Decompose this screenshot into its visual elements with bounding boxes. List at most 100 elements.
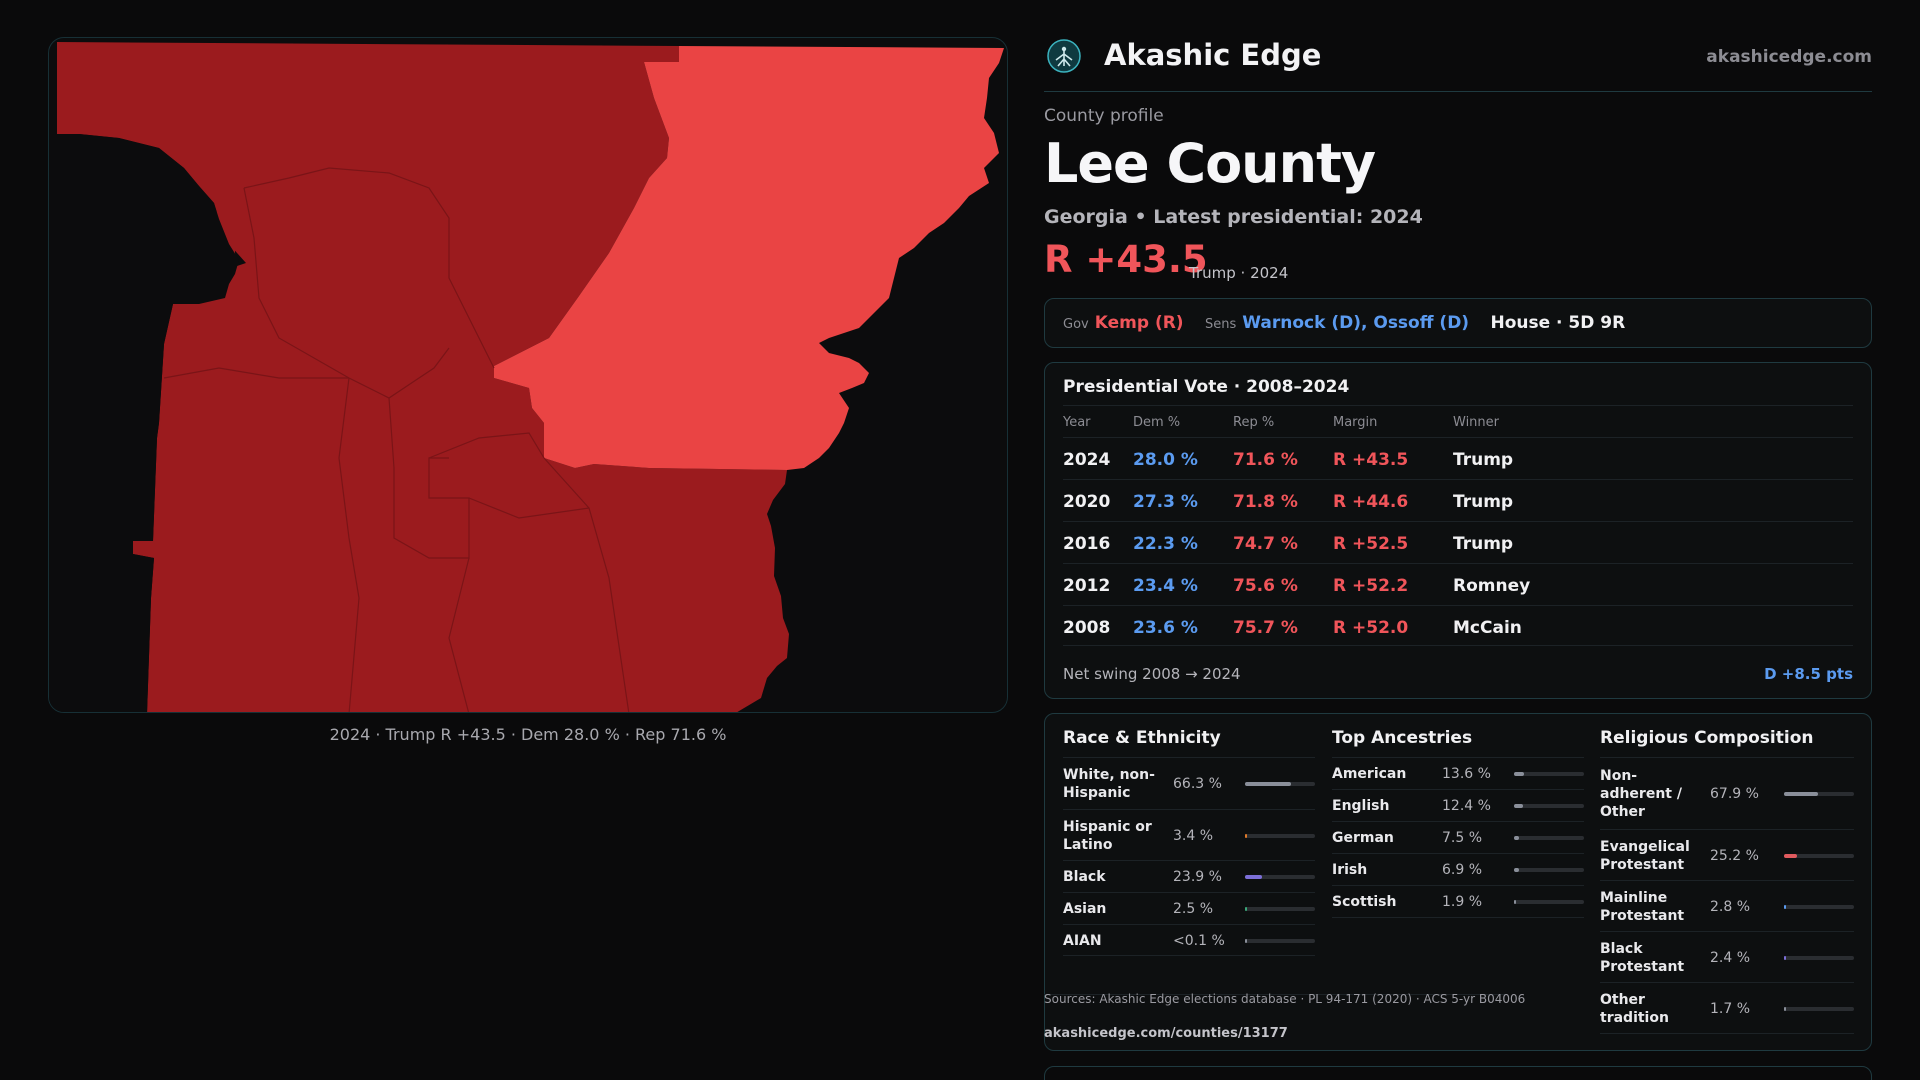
county-permalink[interactable]: akashicedge.com/counties/13177 — [1044, 1026, 1288, 1041]
item-label: Scottish — [1332, 894, 1397, 910]
item-label: Irish — [1332, 862, 1368, 878]
item-label: American — [1332, 766, 1407, 782]
table-row: 2024 28.0 % 71.6 % R +43.5 Trump — [1063, 437, 1853, 479]
percent-bar-fill — [1514, 868, 1519, 872]
map-caption: 2024 · Trump R +43.5 · Dem 28.0 % · Rep … — [329, 725, 727, 744]
item-percent: 1.7 % — [1710, 1000, 1751, 1017]
item-percent: 13.6 % — [1442, 766, 1491, 782]
row-year: 2020 — [1063, 492, 1111, 512]
percent-bar-fill — [1245, 938, 1247, 943]
list-item: Irish 6.9 % — [1332, 854, 1584, 886]
item-percent: 67.9 % — [1710, 786, 1759, 802]
row-year: 2012 — [1063, 576, 1111, 596]
net-swing-label: Net swing 2008 → 2024 — [1063, 665, 1241, 683]
percent-bar — [1245, 782, 1315, 786]
race-ethnicity-list: White, non-Hispanic 66.3 % Hispanic or Lat… — [1063, 758, 1315, 956]
row-winner: Trump — [1453, 534, 1514, 554]
col-dem: Dem % — [1133, 415, 1181, 430]
row-dem: 22.3 % — [1133, 534, 1198, 554]
row-year: 2024 — [1063, 450, 1111, 470]
percent-bar-fill — [1245, 833, 1247, 838]
item-label: Mainline Protestant — [1600, 889, 1685, 924]
percent-bar — [1245, 833, 1315, 838]
item-percent: 2.8 % — [1710, 898, 1751, 915]
percent-bar — [1514, 868, 1584, 872]
map-region-northeast[interactable] — [494, 46, 1004, 470]
item-percent: 2.5 % — [1173, 901, 1214, 917]
percent-bar-fill — [1514, 900, 1516, 904]
percent-bar-fill — [1245, 782, 1291, 786]
religion-column: Religious Composition Non-adherent / Oth… — [1600, 728, 1854, 1034]
percent-bar — [1784, 792, 1854, 796]
row-dem: 28.0 % — [1133, 450, 1198, 470]
page-title: Lee County — [1044, 132, 1376, 195]
list-item: American 13.6 % — [1332, 758, 1584, 790]
row-margin: R +43.5 — [1333, 450, 1409, 470]
table-row: 2020 27.3 % 71.8 % R +44.6 Trump — [1063, 479, 1853, 521]
list-item: German 7.5 % — [1332, 822, 1584, 854]
house-delegation: House · 5D 9R — [1490, 313, 1626, 333]
row-margin: R +52.0 — [1333, 618, 1409, 638]
race-ethnicity-title: Race & Ethnicity — [1063, 728, 1315, 758]
row-margin: R +52.2 — [1333, 576, 1409, 596]
item-label: Non-adherent / Other — [1600, 768, 1682, 820]
map-region-west[interactable] — [57, 42, 789, 713]
list-item: English 12.4 % — [1332, 790, 1584, 822]
item-label: Other tradition — [1600, 991, 1669, 1026]
percent-bar — [1784, 955, 1854, 960]
item-label: Black — [1063, 869, 1106, 885]
row-winner: Trump — [1453, 492, 1514, 512]
item-percent: 6.9 % — [1442, 862, 1483, 878]
row-margin: R +44.6 — [1333, 492, 1409, 512]
item-label: White, non-Hispanic — [1063, 767, 1155, 801]
row-rep: 75.6 % — [1233, 576, 1298, 596]
list-item: Hispanic or Latino 3.4 % — [1063, 810, 1315, 861]
item-percent: 25.2 % — [1710, 847, 1759, 864]
page-eyebrow: County profile — [1044, 106, 1164, 126]
percent-bar-fill — [1784, 904, 1786, 909]
map-river-west — [49, 134, 239, 712]
row-rep: 71.6 % — [1233, 450, 1298, 470]
row-margin: R +52.5 — [1333, 534, 1409, 554]
item-label: Evangelical Protestant — [1600, 838, 1690, 873]
percent-bar — [1784, 904, 1854, 909]
percent-bar — [1784, 853, 1854, 858]
latest-margin: R +43.5 — [1044, 238, 1208, 281]
percent-bar-fill — [1784, 955, 1786, 960]
item-percent: 3.4 % — [1173, 827, 1214, 844]
percent-bar — [1514, 804, 1584, 808]
percent-bar — [1514, 772, 1584, 776]
presidential-vote-card: Presidential Vote · 2008–2024 Year Dem %… — [1044, 362, 1872, 699]
brand-name[interactable]: Akashic Edge — [1104, 38, 1322, 72]
divider — [1044, 994, 1506, 995]
col-winner: Winner — [1453, 415, 1500, 430]
vote-table-header: Year Dem % Rep % Margin Winner — [1063, 413, 1853, 437]
latest-margin-note: Trump · 2024 — [1189, 264, 1289, 282]
next-card-stub — [1044, 1066, 1872, 1080]
table-row: 2016 22.3 % 74.7 % R +52.5 Trump — [1063, 521, 1853, 563]
percent-bar-fill — [1514, 836, 1519, 840]
row-rep: 74.7 % — [1233, 534, 1298, 554]
tree-of-life-icon[interactable] — [1046, 38, 1082, 74]
list-item: Other tradition 1.7 % — [1600, 983, 1854, 1034]
list-item: Black Protestant 2.4 % — [1600, 932, 1854, 983]
percent-bar — [1784, 1006, 1854, 1011]
list-item: Black 23.9 % — [1063, 861, 1315, 893]
percent-bar-fill — [1514, 772, 1524, 776]
county-map[interactable] — [48, 37, 1008, 713]
list-item: Asian 2.5 % — [1063, 893, 1315, 925]
senators-names: Warnock (D), Ossoff (D) — [1242, 313, 1470, 333]
ancestries-list: American 13.6 % English 12.4 % German 7.5 % Ir… — [1332, 758, 1584, 918]
percent-bar-fill — [1784, 1006, 1786, 1011]
officials-bar: Gov Kemp (R) Sens Warnock (D), Ossoff (D) … — [1044, 298, 1872, 348]
col-year: Year — [1063, 415, 1091, 430]
percent-bar — [1245, 938, 1315, 943]
item-percent: 2.4 % — [1710, 949, 1751, 966]
row-dem: 23.6 % — [1133, 618, 1198, 638]
sens-label: Sens — [1204, 317, 1237, 332]
item-percent: 7.5 % — [1442, 830, 1483, 846]
list-item: Scottish 1.9 % — [1332, 886, 1584, 918]
table-row: 2012 23.4 % 75.6 % R +52.2 Romney — [1063, 563, 1853, 605]
row-rep: 75.7 % — [1233, 618, 1298, 638]
brand-url-link[interactable]: akashicedge.com — [1706, 47, 1872, 67]
